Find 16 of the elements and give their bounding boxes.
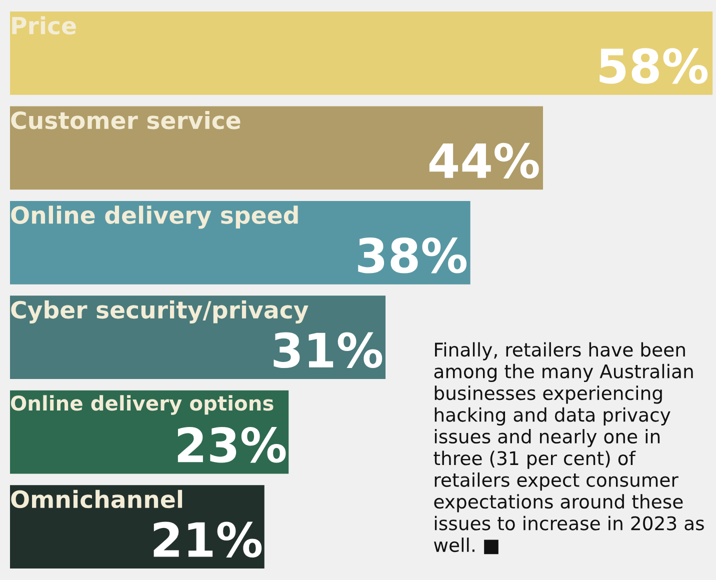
data-label: 44% — [429, 142, 539, 179]
data-label: 21% — [154, 522, 262, 558]
text: Finally, retailers have been among the many Australian businesses experiencing hacking and data privacy issues and nearly one in three (31 per cent) of retailers expect consumer expectations around these issues to increase in 2023 as well. ■ — [434, 342, 704, 554]
y-tick-label: Online delivery speed — [11, 206, 298, 229]
bar — [10, 200, 470, 284]
data-label: 31% — [274, 332, 382, 368]
y-tick-label: Customer service — [11, 110, 240, 130]
data-label: 38% — [358, 238, 467, 274]
y-tick-label: Price — [12, 16, 76, 34]
bar — [10, 11, 713, 95]
y-tick-label: Omnichannel — [11, 490, 182, 508]
y-tick-label: Online delivery options — [11, 395, 274, 415]
data-label: 23% — [178, 427, 286, 463]
bar — [10, 106, 544, 190]
y-tick-label: Cyber security/privacy — [11, 300, 308, 324]
data-label: 58% — [600, 48, 708, 84]
